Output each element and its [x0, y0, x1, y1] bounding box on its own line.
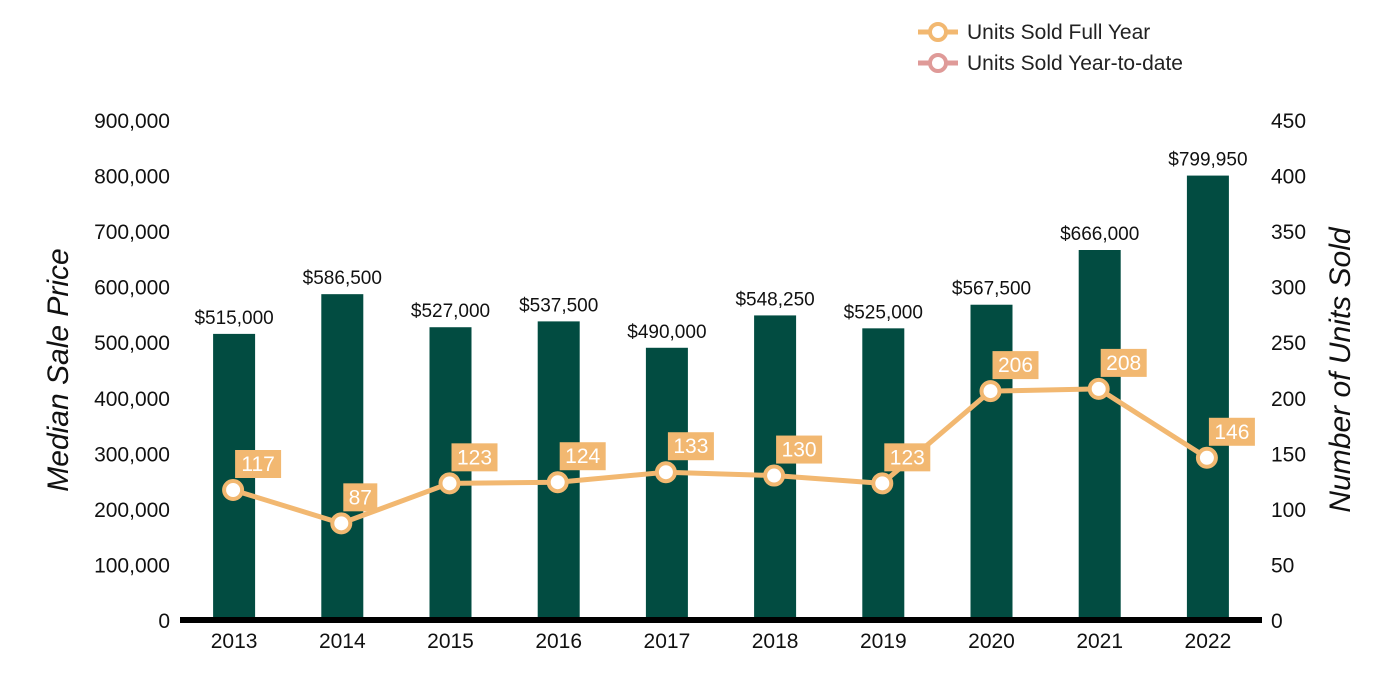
- units-sold-label: 124: [565, 445, 600, 468]
- units-sold-marker-2015: [438, 472, 461, 495]
- price-bar-labels: $515,000 $586,500 $527,000 $537,500 $490,000…: [194, 150, 1247, 343]
- units-sold-label-box: [884, 443, 931, 472]
- y-left-tick-label: 900,000: [94, 110, 170, 133]
- y-left-tick-label: 400,000: [94, 388, 170, 411]
- y-left-tick-label: 500,000: [94, 332, 170, 355]
- units-sold-label-box: [667, 432, 714, 461]
- price-bar-label: $527,000: [411, 301, 490, 322]
- price-bar-2016: [537, 321, 580, 620]
- units-sold-marker-2016: [546, 471, 569, 494]
- x-tick-label: 2013: [211, 630, 258, 653]
- y-right-tick-label: 200: [1271, 388, 1306, 411]
- legend-swatch-marker: [928, 53, 948, 73]
- y-left-tick-label: 200,000: [94, 499, 170, 522]
- y-right-tick-label: 250: [1271, 332, 1306, 355]
- x-tick-label: 2015: [427, 630, 474, 653]
- price-bar-label: $490,000: [627, 322, 706, 343]
- units-sold-labels: 117 87 123 124 133 130 123 206 208 146: [235, 348, 1255, 512]
- y-axis-right-title: Number of Units Sold: [1324, 226, 1357, 512]
- x-axis: 2013 2014 2015 2016 2017 2018 2019 2020 2021 2022: [211, 630, 1232, 653]
- y-left-tick-label: 300,000: [94, 443, 170, 466]
- units-sold-label-box: [992, 351, 1039, 380]
- price-bar-2017: [645, 347, 688, 620]
- units-sold-label: 208: [1106, 352, 1141, 375]
- y-axis-left-title: Median Sale Price: [42, 248, 75, 491]
- y-left-tick-label: 800,000: [94, 166, 170, 189]
- price-bar-label: $666,000: [1060, 224, 1139, 245]
- units-sold-marker-2017: [654, 461, 677, 484]
- units-sold-label-box: [1100, 348, 1147, 377]
- units-sold-label-box: [776, 435, 823, 464]
- legend-label: Units Sold Year-to-date: [967, 52, 1183, 75]
- price-bar-2022: [1186, 175, 1229, 621]
- price-bars: [213, 175, 1229, 621]
- units-sold-marker-2018: [763, 464, 786, 487]
- y-left-tick-label: 600,000: [94, 277, 170, 300]
- units-sold-label-box: [343, 483, 378, 512]
- units-sold-label: 206: [998, 354, 1033, 377]
- units-sold-marker-2014: [330, 512, 353, 535]
- legend-swatch-marker: [928, 22, 948, 42]
- units-sold-line: [222, 377, 1218, 535]
- y-right-tick-label: 100: [1271, 499, 1306, 522]
- units-sold-polyline: [232, 386, 1209, 526]
- price-bar-2014: [321, 294, 364, 620]
- units-sold-marker-2021: [1087, 377, 1110, 400]
- y-left-tick-label: 100,000: [94, 554, 170, 577]
- price-bar-label: $548,250: [735, 289, 814, 310]
- price-bar-label: $515,000: [194, 308, 273, 329]
- x-tick-label: 2022: [1185, 630, 1232, 653]
- y-right-tick-label: 400: [1271, 166, 1306, 189]
- units-sold-label: 117: [241, 453, 274, 476]
- y-left-tick-label: 0: [158, 610, 170, 633]
- units-sold-label-box: [235, 450, 282, 478]
- units-sold-label: 146: [1214, 421, 1249, 444]
- x-tick-label: 2018: [752, 630, 799, 653]
- units-sold-marker-2022: [1195, 446, 1218, 469]
- y-right-tick-label: 450: [1271, 110, 1306, 133]
- x-tick-label: 2014: [319, 630, 366, 653]
- units-sold-label-box: [451, 443, 498, 472]
- legend-label: Units Sold Full Year: [967, 21, 1150, 44]
- units-sold-label: 123: [457, 446, 492, 469]
- units-sold-label: 123: [890, 446, 925, 469]
- price-bar-label: $799,950: [1168, 150, 1247, 171]
- y-right-tick-label: 300: [1271, 277, 1306, 300]
- y-axis-left: 0 100,000 200,000 300,000 400,000 500,000 600,…: [94, 110, 170, 633]
- units-sold-label: 133: [673, 435, 708, 458]
- x-tick-label: 2020: [968, 630, 1015, 653]
- y-right-tick-label: 50: [1271, 554, 1294, 577]
- units-sold-marker-2020: [979, 380, 1002, 403]
- y-axis-right: 0 50 100 150 200 250 300 350 400 450: [1271, 110, 1306, 633]
- y-left-tick-label: 700,000: [94, 221, 170, 244]
- price-bar-label: $537,500: [519, 295, 598, 316]
- x-tick-label: 2017: [644, 630, 691, 653]
- x-tick-label: 2016: [535, 630, 582, 653]
- units-sold-label: 87: [349, 486, 372, 509]
- price-bar-label: $567,500: [952, 279, 1031, 300]
- units-sold-label-box: [559, 442, 606, 471]
- price-bar-label: $525,000: [844, 302, 923, 323]
- x-tick-label: 2019: [860, 630, 907, 653]
- y-right-tick-label: 150: [1271, 443, 1306, 466]
- legend: Units Sold Full Year Units Sold Year-to-d…: [918, 21, 1183, 75]
- price-bar-label: $586,500: [303, 268, 382, 289]
- units-sold-marker-2013: [222, 479, 245, 501]
- price-bar-2021: [1078, 250, 1121, 620]
- y-right-tick-label: 0: [1271, 610, 1283, 633]
- y-right-tick-label: 350: [1271, 221, 1306, 244]
- units-sold-label-box: [1208, 417, 1255, 446]
- units-sold-label: 130: [782, 439, 817, 462]
- x-tick-label: 2021: [1076, 630, 1123, 653]
- units-sold-marker-2019: [871, 472, 894, 495]
